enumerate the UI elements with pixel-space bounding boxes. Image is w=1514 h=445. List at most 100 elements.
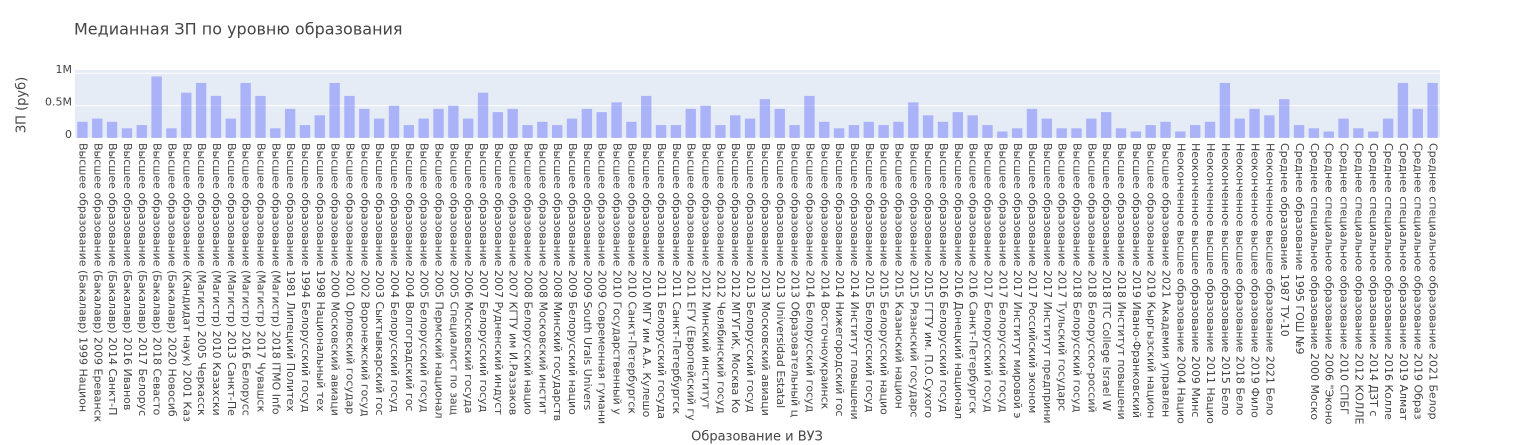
y-tick-label: 0.5M xyxy=(45,96,72,109)
bar xyxy=(1427,82,1438,138)
bar xyxy=(418,118,429,138)
x-tick-label: Высшее образование 2018 Белорусско-росси… xyxy=(1085,143,1098,413)
bar xyxy=(1026,108,1038,138)
x-tick-label: Высшее образование 2011 ЕГУ (Европейский… xyxy=(685,143,698,421)
bar xyxy=(299,125,311,138)
x-tick-label: Неоконченное высшее образование 2018 Бел… xyxy=(1234,143,1247,416)
bar xyxy=(774,108,785,138)
bar xyxy=(552,125,563,138)
bar xyxy=(1219,82,1231,138)
bar xyxy=(1175,131,1186,138)
bar xyxy=(1353,128,1364,138)
bar xyxy=(329,82,340,138)
x-tick-label: Высшее образование 2008 Московский инсти… xyxy=(536,143,549,415)
bar xyxy=(1041,118,1053,138)
bar xyxy=(210,95,222,138)
bar xyxy=(1397,82,1409,138)
x-tick-label: Неоконченное высшее образование 2004 Нац… xyxy=(1174,143,1187,424)
bar xyxy=(121,128,133,138)
bar xyxy=(462,118,474,138)
bar xyxy=(967,115,978,138)
x-tick-label: Высшее образование 2013 Образовательный … xyxy=(789,143,802,417)
x-tick-label: Высшее образование 2015 Рязанский госуда… xyxy=(907,143,920,417)
x-tick-label: Высшее образование 2016 Донецкий национа… xyxy=(952,143,965,419)
x-tick-label: Высшее образование 2005 Пермский национа… xyxy=(433,143,446,419)
bar xyxy=(1412,108,1423,138)
x-tick-label: Высшее образование 2003 Сыктывкарский го… xyxy=(373,143,386,416)
x-tick-label: Высшее образование 2004 Волгоградский го… xyxy=(403,143,416,411)
x-tick-label: Высшее образование 2014 Институт повышен… xyxy=(848,143,861,420)
x-tick-label: Высшее образование 2014 Белорусский госу… xyxy=(803,143,816,413)
x-tick-label: Среднее специальное образование 2014 ДЗТ… xyxy=(1367,143,1380,416)
bar xyxy=(388,105,400,138)
bar xyxy=(1382,118,1394,138)
bar xyxy=(611,102,622,138)
bar xyxy=(1338,118,1349,138)
x-tick-label: Высшее образование 2010 Государственный … xyxy=(611,143,624,415)
x-tick-label: Высшее образование 2014 Восточноукраинск xyxy=(818,143,831,410)
x-tick-label: Высшее образование 2016 Санкт-Петербургс… xyxy=(967,143,980,414)
x-tick-label: Высшее образование (Бакалавр) 1999 Нацио… xyxy=(76,143,89,412)
bar xyxy=(344,95,355,138)
bar xyxy=(1130,131,1142,138)
x-tick-label: Высшее образование 2001 Орловский госуда… xyxy=(343,143,356,414)
bar xyxy=(952,112,963,138)
x-tick-label: Высшее образование 2021 Академия управле… xyxy=(1160,143,1173,417)
y-tick-label: 0 xyxy=(65,128,72,141)
x-tick-label: Высшее образование 2018 ITC College Isra… xyxy=(1100,143,1113,411)
bar xyxy=(225,118,236,138)
x-tick-label: Высшее образование 2017 Белорусский госу… xyxy=(981,143,994,413)
x-tick-label: Неоконченное высшее образование 2009 Мин… xyxy=(1189,143,1202,417)
bar xyxy=(284,108,296,138)
bar xyxy=(403,125,415,138)
bar xyxy=(1234,118,1245,138)
bar xyxy=(1160,121,1171,138)
x-tick-label: Высшее образование (Бакалавр) 2014 Санкт… xyxy=(106,143,119,415)
x-tick-label: Среднее специальное образование 2000 Мос… xyxy=(1308,143,1321,420)
x-tick-label: Высшее образование 2004 Белорусский госу… xyxy=(388,143,401,413)
x-tick-label: Высшее образование (Бакалавр) 2018 Севас… xyxy=(151,143,164,416)
bar xyxy=(92,118,103,138)
x-tick-label: Неоконченное высшее образование 2015 Бел… xyxy=(1219,143,1232,416)
x-tick-label: Высшее образование 2011 Санкт-Петербургс… xyxy=(670,143,683,414)
bar xyxy=(566,118,578,138)
bar xyxy=(195,82,207,138)
bar xyxy=(1056,128,1067,138)
x-tick-label: Высшее образование 2019 Ивано-Франковски… xyxy=(1130,143,1143,418)
bar xyxy=(655,125,667,138)
bar xyxy=(255,95,266,138)
bar xyxy=(314,115,326,138)
bar xyxy=(1189,125,1201,138)
x-tick-label: Высшее образование 1998 Национальный тех xyxy=(314,143,327,412)
x-tick-label: Высшее образование (Бакалавр) 2017 Белор… xyxy=(136,143,149,416)
bar xyxy=(136,125,147,138)
x-tick-label: Высшее образование (Магистр) 2010 Казахс… xyxy=(210,143,223,416)
bar xyxy=(908,102,919,138)
bar xyxy=(700,105,711,138)
bar xyxy=(937,121,949,138)
x-tick-label: Высшее образование (Магистр) 2018 ITMO I… xyxy=(269,143,282,415)
x-tick-label: Высшее образование 2009 South Urals Univ… xyxy=(581,143,594,410)
y-axis-title: ЗП (руб) xyxy=(15,77,30,133)
x-tick-label: Высшее образование 2015 Белорусский наци… xyxy=(878,143,891,415)
bar xyxy=(1264,115,1275,138)
x-axis-title: Образование и ВУЗ xyxy=(691,430,823,445)
bar xyxy=(670,125,682,138)
x-tick-label: Высшее образование (Магистр) 2017 Чувашс… xyxy=(254,143,267,413)
x-tick-label: Высшее образование 2016 Белорусский госу… xyxy=(937,143,950,413)
x-tick-label: Высшее образование 2018 Белорусский госу… xyxy=(1070,143,1083,413)
x-tick-label: Высшее образование 2005 Белорусский госу… xyxy=(418,143,431,413)
bar xyxy=(1323,131,1334,138)
bar xyxy=(1115,128,1127,138)
x-tick-label: Среднее специальное образование 2012 КОЛ… xyxy=(1352,143,1365,424)
bar xyxy=(433,108,444,138)
bar xyxy=(1100,112,1112,138)
bar xyxy=(270,128,281,138)
x-tick-label: Высшее образование 2007 Рудненский индус… xyxy=(492,143,505,415)
x-tick-label: Высшее образование 2007 КГТУ им И.Раззак… xyxy=(507,143,520,415)
x-tick-label: Среднее специальное образование 2021 Бел… xyxy=(1427,143,1440,420)
bar xyxy=(240,82,251,138)
bar xyxy=(982,125,993,138)
x-tick-label: Высшее образование 2014 Нижегородский го… xyxy=(833,143,846,416)
x-tick-label: Высшее образование (Кандидат наук) 2001 … xyxy=(180,143,193,422)
